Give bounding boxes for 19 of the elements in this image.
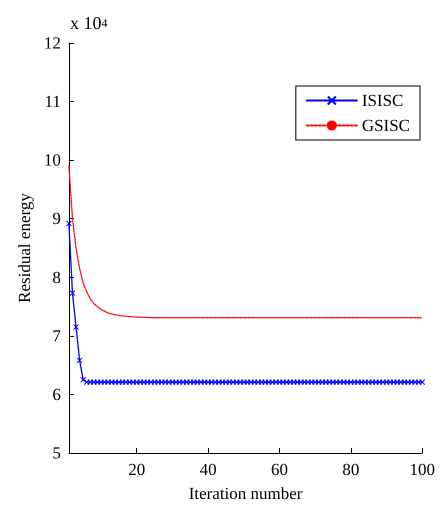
x-tick-label: 100	[410, 460, 435, 479]
line-series	[68, 165, 423, 318]
y-tick-label: 6	[52, 384, 61, 404]
y-tick-label: 10	[44, 150, 61, 170]
legend-label: ISISC	[362, 91, 404, 110]
y-tick-label: 12	[44, 34, 61, 52]
y-tick-label: 9	[52, 209, 61, 228]
x-tick-label: 20	[128, 460, 146, 479]
y-tick-label: 7	[52, 326, 62, 346]
legend-label: GSISC	[362, 116, 410, 135]
x-tick-label: 60	[270, 460, 288, 479]
y-tick-label: 11	[44, 92, 61, 112]
text: x 104	[70, 13, 108, 33]
x-tick-label: 40	[200, 460, 217, 479]
x-axis-title: Iteration number	[188, 484, 303, 503]
y-tick-label: 8	[52, 268, 61, 287]
x-tick-label: 80	[342, 460, 360, 479]
y-tick-label: 5	[52, 444, 61, 462]
y-axis-title: Residual energy	[15, 192, 34, 303]
